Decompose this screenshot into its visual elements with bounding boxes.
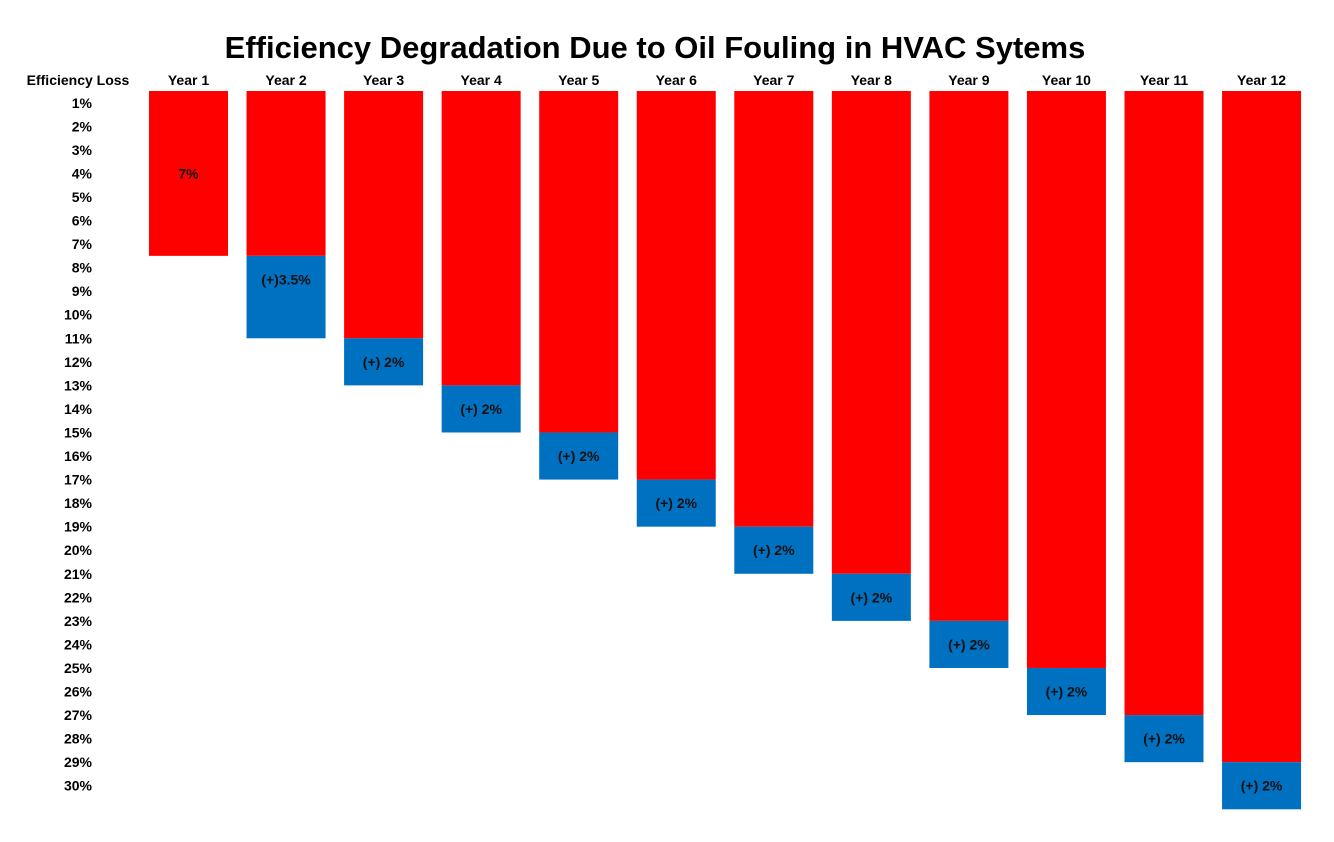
loss-bar (1124, 91, 1204, 716)
y-tick-label: 13% (64, 377, 93, 393)
increment-bar (441, 385, 521, 433)
y-tick-label: 26% (64, 684, 93, 700)
loss-bar (246, 91, 326, 256)
increment-bar (1222, 762, 1302, 810)
y-tick-label: 6% (72, 213, 93, 229)
y-tick-label: 8% (72, 260, 93, 276)
category-label: Year 7 (753, 72, 794, 88)
y-axis-title: Efficiency Loss (27, 72, 130, 88)
category-label: Year 11 (1140, 72, 1188, 88)
increment-bar (831, 573, 911, 621)
increment-bar (929, 620, 1009, 668)
loss-bar (344, 91, 424, 339)
y-tick-label: 12% (64, 354, 93, 370)
y-tick-label: 14% (64, 401, 93, 417)
increment-bar (1124, 715, 1204, 763)
loss-bar (441, 91, 521, 386)
loss-bar (636, 91, 716, 480)
bar-value-label: (+)3.5% (261, 271, 311, 287)
y-tick-label: 7% (72, 236, 93, 252)
y-tick-label: 21% (64, 566, 93, 582)
bar-value-label: (+) 2% (753, 542, 795, 558)
bar-value-label: (+) 2% (1143, 731, 1185, 747)
y-tick-label: 24% (64, 636, 93, 652)
increment-bar (344, 338, 424, 386)
y-tick-label: 16% (64, 448, 93, 464)
y-tick-label: 9% (72, 283, 93, 299)
y-tick-label: 22% (64, 589, 93, 605)
y-tick-label: 27% (64, 707, 93, 723)
category-label: Year 8 (851, 72, 892, 88)
y-tick-label: 5% (72, 189, 93, 205)
y-tick-label: 4% (72, 165, 93, 181)
category-label: Year 6 (656, 72, 697, 88)
y-tick-label: 28% (64, 731, 93, 747)
y-tick-label: 19% (64, 519, 93, 535)
loss-bar (539, 91, 619, 433)
loss-bar (149, 91, 228, 256)
y-tick-label: 1% (72, 95, 93, 111)
loss-bar (831, 91, 911, 574)
y-tick-label: 3% (72, 142, 93, 158)
category-label: Year 4 (461, 72, 502, 88)
bar-value-label: (+) 2% (363, 354, 405, 370)
y-tick-label: 17% (64, 472, 93, 488)
category-label: Year 5 (558, 72, 599, 88)
y-tick-labels: 1% 2% 3% 4% 5% 6% 7% 8% 9% 10% 11% 12% 13% 14% 15% 16% 1… (64, 95, 93, 794)
category-label: Year 12 (1237, 72, 1286, 88)
y-tick-label: 25% (64, 660, 93, 676)
y-tick-label: 15% (64, 424, 93, 440)
y-tick-label: 2% (72, 118, 93, 134)
y-tick-label: 18% (64, 495, 93, 511)
y-tick-label: 30% (64, 778, 93, 794)
increment-bar (539, 432, 619, 480)
bar-labels: 7% (+)3.5% (+) 2% (+) 2% (+) 2% (+) 2% (+) 2% (… (178, 165, 1283, 793)
bar-value-label: (+) 2% (655, 495, 697, 511)
y-tick-label: 23% (64, 613, 93, 629)
bar-value-label: (+) 2% (558, 448, 600, 464)
bar-value-label: (+) 2% (460, 401, 502, 417)
y-tick-label: 29% (64, 754, 93, 770)
increment-bar (246, 255, 326, 339)
bar-value-label: 7% (178, 165, 199, 181)
y-tick-label: 11% (65, 330, 93, 346)
increment-bar (1026, 667, 1106, 716)
increment-bar (734, 526, 814, 574)
loss-bar (929, 91, 1009, 621)
increment-bar (636, 479, 716, 527)
bar-value-label: (+) 2% (1046, 684, 1088, 700)
category-label: Year 9 (948, 72, 989, 88)
y-tick-label: 20% (64, 542, 93, 558)
bar-value-label: (+) 2% (948, 636, 990, 652)
loss-bar (1222, 91, 1302, 763)
y-tick-label: 10% (64, 307, 93, 323)
bars (149, 91, 1302, 810)
loss-bar (734, 91, 814, 527)
category-label: Year 1 (168, 72, 209, 88)
category-label: Year 3 (363, 72, 404, 88)
chart-title: Efficiency Degradation Due to Oil Foulin… (225, 30, 1086, 65)
category-labels: Year 1 Year 2 Year 3 Year 4 Year 5 Year 6 Year… (168, 72, 1286, 88)
loss-bar (1026, 91, 1106, 668)
bar-value-label: (+) 2% (851, 589, 893, 605)
category-label: Year 2 (265, 72, 306, 88)
category-label: Year 10 (1042, 72, 1091, 88)
bar-value-label: (+) 2% (1241, 778, 1283, 794)
